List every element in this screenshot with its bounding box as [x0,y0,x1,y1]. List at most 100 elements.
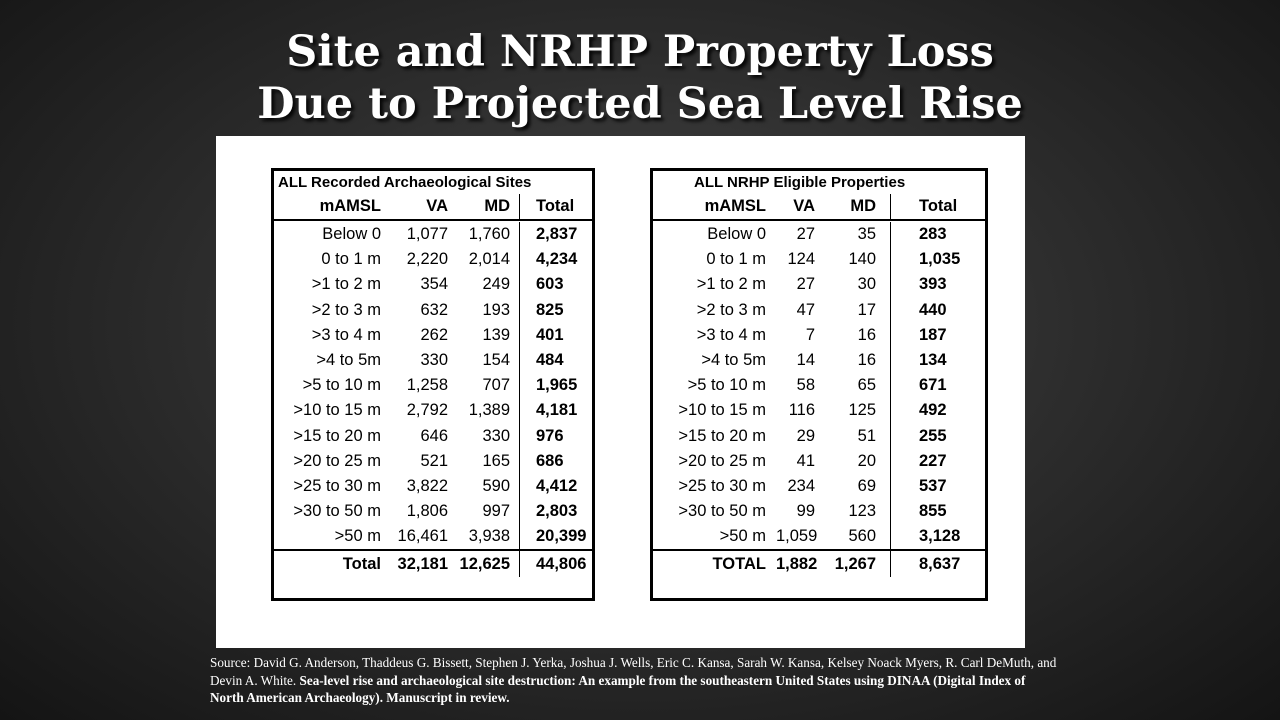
cell-elevation: Total [342,555,381,574]
cell-elevation: >20 to 25 m [678,451,766,470]
cell-md: 65 [857,376,876,395]
cell-va: 14 [796,350,815,369]
nrhp-properties-table: ALL NRHP Eligible Properties mAMSL VA MD To… [650,168,988,601]
table-row: >10 to 15 m 2,792 1,389 4,181 [274,398,592,424]
cell-md: 69 [857,476,876,495]
cell-elevation: >2 to 3 m [696,300,766,319]
cell-elevation: >5 to 10 m [687,376,766,395]
cell-va: 29 [796,426,815,445]
cell-md: 1,389 [468,401,510,420]
cell-va: 1,806 [406,502,448,521]
cell-md: 1,760 [468,225,510,243]
cell-md: 123 [848,502,876,521]
cell-elevation: >15 to 20 m [293,426,381,445]
cell-va: 16,461 [397,527,448,546]
cell-elevation: mAMSL [319,197,381,215]
source-authors: Source: David G. Anderson, Thaddeus G. B… [210,655,1057,688]
cell-elevation: >10 to 15 m [293,401,381,420]
table-header-row: mAMSL VA MD Total [653,194,985,221]
cell-total: 976 [519,423,592,449]
cell-elevation: >50 m [334,527,381,546]
cell-elevation: >5 to 10 m [302,376,381,395]
table-caption: ALL Recorded Archaeological Sites [278,174,532,191]
cell-total: 2,803 [519,499,592,525]
table-total-row: TOTAL 1,882 1,267 8,637 [653,549,985,578]
cell-md: 330 [482,426,510,445]
cell-va: 521 [420,451,448,470]
cell-elevation: >30 to 50 m [678,502,766,521]
cell-md: 35 [857,225,876,243]
table-row: >25 to 30 m 3,822 590 4,412 [274,473,592,500]
cell-elevation: >4 to 5m [701,350,766,369]
archaeological-sites-table: ALL Recorded Archaeological Sites mAMSL V… [271,168,595,601]
title-line-2: Due to Projected Sea Level Rise [257,79,1023,129]
cell-total: 401 [519,322,592,348]
cell-total: Total [890,194,975,219]
table-row: Below 0 1,077 1,760 2,837 [274,222,592,248]
cell-total: 2,837 [519,222,592,248]
cell-md: 707 [482,376,510,395]
table-row: Below 0 27 35 283 [653,222,985,248]
table-row: >15 to 20 m 646 330 976 [274,423,592,449]
table-row: >1 to 2 m 27 30 393 [653,272,985,298]
table-row: >20 to 25 m 521 165 686 [274,448,592,474]
table-caption: ALL NRHP Eligible Properties [694,174,906,191]
cell-va: 41 [796,451,815,470]
cell-elevation: Below 0 [322,225,381,243]
cell-elevation: >1 to 2 m [696,275,766,294]
cell-va: 7 [805,325,815,344]
cell-total: 4,234 [519,247,592,273]
cell-md: 249 [482,275,510,294]
cell-md: 3,938 [468,527,510,546]
cell-total: 3,128 [890,524,975,550]
cell-total: 1,035 [890,247,975,273]
cell-md: 560 [848,527,876,546]
cell-va: 32,181 [397,555,448,574]
cell-md: 139 [482,325,510,344]
cell-md: 51 [857,426,876,445]
table-row: >30 to 50 m 99 123 855 [653,499,985,525]
table-row: >4 to 5m 330 154 484 [274,347,592,374]
cell-md: 140 [848,250,876,269]
cell-md: 1,267 [834,555,876,574]
cell-elevation: >4 to 5m [316,350,381,369]
cell-md: 125 [848,401,876,420]
cell-elevation: >20 to 25 m [293,451,381,470]
cell-va: 99 [796,502,815,521]
cell-md: 997 [482,502,510,521]
table-row: >20 to 25 m 41 20 227 [653,448,985,474]
cell-total: 855 [890,499,975,525]
cell-total: 8,637 [890,551,975,578]
cell-md: 154 [482,350,510,369]
table-total-row: Total 32,181 12,625 44,806 [274,549,592,578]
cell-elevation: >50 m [719,527,766,546]
cell-md: 16 [857,350,876,369]
table-body: Below 0 27 35 283 0 to 1 m 124 140 1,035 >1 to 2… [653,221,985,550]
cell-total: Total [519,194,592,219]
cell-total: 44,806 [519,551,592,578]
cell-va: 58 [796,376,815,395]
cell-va: 234 [787,476,815,495]
table-row: >5 to 10 m 1,258 707 1,965 [274,373,592,399]
cell-va: 47 [796,300,815,319]
cell-va: 646 [420,426,448,445]
table-row: >30 to 50 m 1,806 997 2,803 [274,499,592,525]
cell-total: 825 [519,297,592,323]
cell-elevation: >30 to 50 m [293,502,381,521]
cell-elevation: >10 to 15 m [678,401,766,420]
table-row: >2 to 3 m 632 193 825 [274,297,592,323]
cell-total: 537 [890,473,975,500]
cell-elevation: >25 to 30 m [678,476,766,495]
cell-total: 20,399 [519,524,592,550]
cell-total: 283 [890,222,975,248]
cell-elevation: TOTAL [712,555,766,574]
table-row: >25 to 30 m 234 69 537 [653,473,985,500]
cell-md: 193 [482,300,510,319]
cell-total: 134 [890,347,975,374]
cell-total: 671 [890,373,975,399]
cell-va: VA [426,197,448,215]
table-row: >50 m 1,059 560 3,128 [653,524,985,550]
cell-total: 4,412 [519,473,592,500]
table-row: >10 to 15 m 116 125 492 [653,398,985,424]
source-citation: Source: David G. Anderson, Thaddeus G. B… [210,654,1060,707]
